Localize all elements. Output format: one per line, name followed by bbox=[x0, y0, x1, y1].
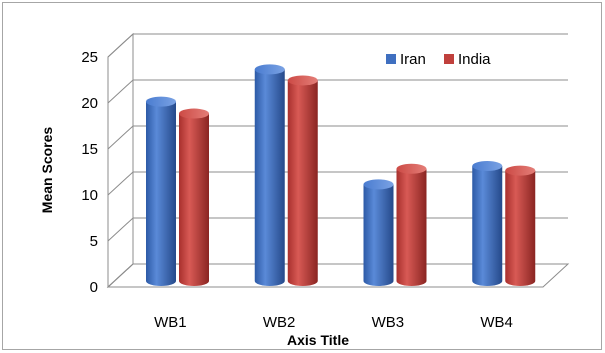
y-tick-label: 5 bbox=[90, 233, 98, 250]
bar-top bbox=[146, 96, 176, 107]
bar-iran-wb4 bbox=[472, 161, 503, 286]
side-wall bbox=[107, 32, 134, 289]
y-tick-label: 20 bbox=[81, 95, 98, 112]
bar-body bbox=[287, 80, 318, 286]
legend: Iran India bbox=[386, 51, 491, 68]
x-tick-label: WB2 bbox=[263, 314, 296, 331]
y-tick-label: 25 bbox=[81, 49, 98, 66]
legend-label-india: India bbox=[458, 51, 491, 68]
bar-top bbox=[505, 165, 536, 176]
bar-body bbox=[146, 101, 176, 286]
bar-iran-wb2 bbox=[254, 64, 285, 287]
bar-top bbox=[363, 179, 394, 190]
bar-top bbox=[472, 161, 503, 171]
bars bbox=[146, 64, 536, 287]
y-tick-label: 15 bbox=[81, 141, 98, 158]
bar-body bbox=[254, 69, 285, 287]
bar-body bbox=[505, 170, 536, 286]
legend-swatch-iran bbox=[386, 54, 396, 64]
legend-swatch-india bbox=[444, 54, 454, 64]
y-tick-label: 10 bbox=[81, 187, 98, 204]
bar-top bbox=[287, 75, 318, 86]
bar-top bbox=[254, 64, 285, 75]
gridline bbox=[107, 125, 568, 150]
x-axis-title: Axis Title bbox=[287, 332, 349, 348]
bar-india-wb1 bbox=[179, 108, 209, 286]
x-tick-label: WB3 bbox=[372, 314, 405, 331]
bar-iran-wb3 bbox=[363, 179, 394, 286]
bar-body bbox=[396, 168, 427, 286]
y-axis-ticks: 0 5 10 15 20 25 bbox=[81, 49, 98, 296]
x-tick-label: WB1 bbox=[154, 314, 187, 331]
bar-body bbox=[179, 113, 209, 286]
bar-india-wb2 bbox=[287, 75, 318, 286]
bar-iran-wb1 bbox=[146, 96, 176, 286]
gridline bbox=[107, 33, 568, 58]
gridline bbox=[107, 79, 568, 104]
x-axis-ticks: WB1 WB2 WB3 WB4 bbox=[154, 314, 513, 331]
y-tick-label: 0 bbox=[90, 279, 98, 296]
legend-item-india: India bbox=[444, 51, 491, 68]
x-tick-label: WB4 bbox=[480, 314, 513, 331]
legend-item-iran: Iran bbox=[386, 51, 426, 68]
bar-top bbox=[179, 108, 209, 119]
legend-label-iran: Iran bbox=[400, 51, 426, 68]
y-axis-title: Mean Scores bbox=[39, 127, 55, 214]
bar-india-wb4 bbox=[505, 165, 536, 286]
bar-india-wb3 bbox=[396, 163, 427, 286]
gridlines bbox=[107, 33, 568, 288]
bar-body bbox=[363, 184, 394, 286]
bar-body bbox=[472, 166, 503, 286]
bar-top bbox=[396, 163, 427, 174]
